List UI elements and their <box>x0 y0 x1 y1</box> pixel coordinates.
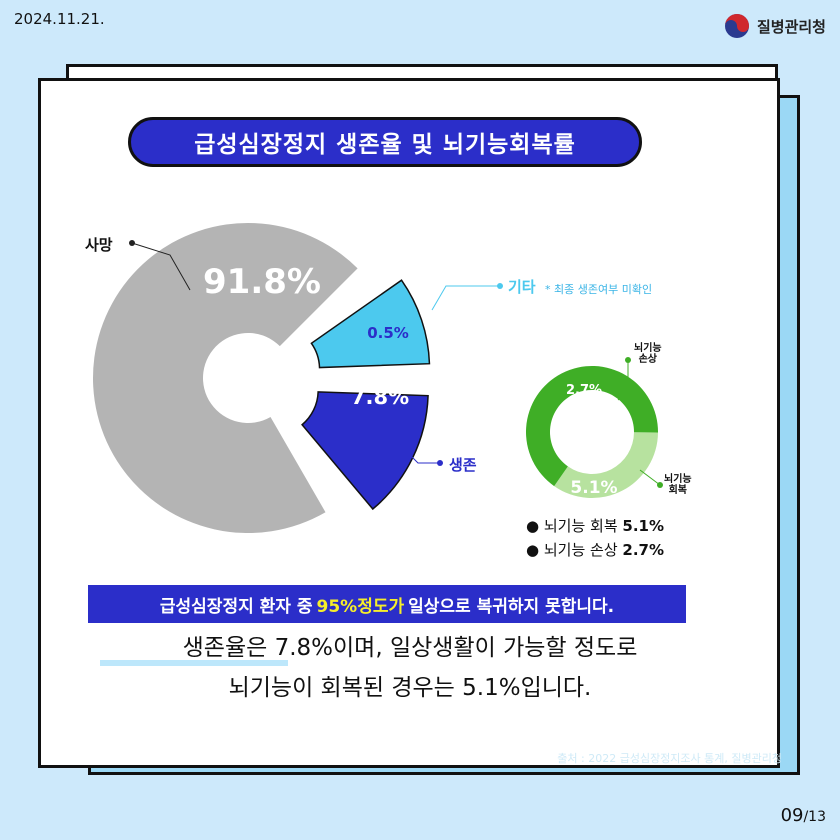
recover-label: 뇌기능 회복 <box>664 474 692 496</box>
pie-value-label-2: 7.8% <box>351 385 409 409</box>
legend-item-recover: ● 뇌기능 회복 5.1% <box>526 517 665 535</box>
headline-banner: 급성심장정지 환자 중 95%정도가 일상으로 복귀하지 못합니다. <box>88 585 686 623</box>
pie-slice-0 <box>92 222 358 534</box>
other-dot <box>497 283 503 289</box>
brain-function-donut: 2.7% 5.1% <box>526 366 658 499</box>
mortality-pie: 91.8% 0.5% 7.8% <box>92 222 431 534</box>
recover-leader <box>639 469 661 486</box>
death-label: 사망 <box>85 236 113 254</box>
highlight-underline <box>100 660 288 666</box>
legend-item-damage: ● 뇌기능 손상 2.7% <box>526 541 665 559</box>
other-leader <box>431 285 500 311</box>
survive-leader <box>399 444 440 464</box>
donut-value-label-1: 5.1% <box>570 478 617 498</box>
other-label: 기타 <box>508 278 536 296</box>
donut-slice-0 <box>554 432 658 499</box>
donut-slice-1 <box>526 366 658 487</box>
damage-label: 뇌기능 손상 <box>634 343 662 365</box>
survive-dot <box>437 460 443 466</box>
agency-logo: 질병관리청 <box>723 12 826 40</box>
page-total: /13 <box>803 809 826 825</box>
pie-value-label-0: 91.8% <box>203 262 321 302</box>
summary-line-1: 생존율은 7.8%이며, 일상생활이 가능할 정도로 <box>182 635 638 661</box>
pie-slice-2 <box>301 391 429 511</box>
banner-highlight: 95%정도가 <box>316 596 405 617</box>
summary-line-2: 뇌기능이 회복된 경우는 5.1%입니다. <box>228 675 592 701</box>
leader-lines <box>131 242 661 486</box>
banner-post: 일상으로 복귀하지 못합니다. <box>408 596 615 617</box>
page-indicator: 09/13 <box>781 805 826 826</box>
banner-pre: 급성심장정지 환자 중 <box>159 596 313 617</box>
death-leader <box>131 242 191 291</box>
legend-label: 뇌기능 회복 <box>543 517 618 535</box>
taegeuk-icon <box>724 14 749 38</box>
donut-legend: ● 뇌기능 회복 5.1% ● 뇌기능 손상 2.7% <box>526 514 664 562</box>
recover-dot <box>657 482 663 488</box>
survive-label: 생존 <box>449 456 477 474</box>
pie-slice-1 <box>310 279 431 369</box>
legend-value: 5.1% <box>622 517 665 535</box>
donut-value-label-0: 2.7% <box>566 383 602 398</box>
page-current: 09 <box>780 805 804 826</box>
damage-dot <box>625 357 631 363</box>
death-dot <box>129 240 135 246</box>
source-note: 출처 : 2022 급성심장정지조사 통계, 질병관리청 <box>557 752 782 765</box>
date: 2024.11.21. <box>14 10 105 28</box>
agency-name: 질병관리청 <box>756 17 826 36</box>
legend-label: 뇌기능 손상 <box>543 541 618 559</box>
damage-leader <box>617 360 629 401</box>
other-note: * 최종 생존여부 미확인 <box>545 283 653 296</box>
legend-value: 2.7% <box>622 541 665 559</box>
pie-value-label-1: 0.5% <box>367 324 409 342</box>
page-title: 급성심장정지 생존율 및 뇌기능회복률 <box>128 117 642 167</box>
